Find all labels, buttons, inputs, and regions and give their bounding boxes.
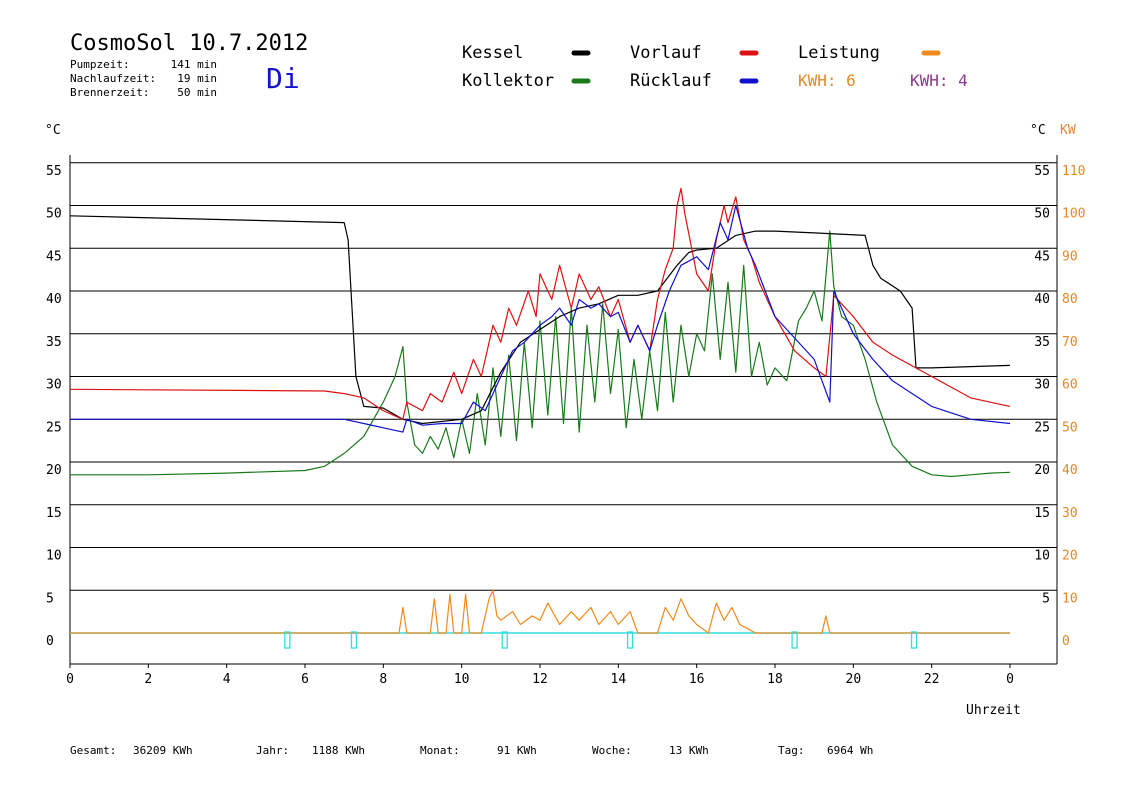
y-tick-label-right-temp: 5: [1042, 591, 1050, 606]
info-value: 50 min: [177, 86, 217, 99]
y-tick-label-right-temp: 15: [1034, 506, 1050, 521]
y-tick-label-left: 45: [46, 249, 62, 264]
legend-label-ruecklauf: Rücklauf: [630, 71, 712, 91]
series-line-kessel: [69, 215, 1011, 425]
legend: Kessel Vorlauf Leistung Kollektor Rückla…: [462, 43, 968, 91]
y-tick-label-right-temp: 20: [1034, 463, 1050, 478]
series-line-rcklauf: [70, 204, 1011, 433]
x-tick-label: 20: [846, 672, 862, 687]
y-tick-label-right-power: 90: [1062, 249, 1078, 264]
info-value: 19 min: [177, 72, 217, 85]
chart-title: CosmoSol 10.7.2012: [70, 31, 308, 56]
series-line-leistung: [70, 589, 1010, 634]
info-label: Brennerzeit:: [70, 86, 149, 99]
y-tick-label-right-power: 10: [1062, 591, 1078, 606]
y-tick-label-right-temp: 10: [1034, 549, 1050, 564]
right-axis-unit-power: KW: [1060, 123, 1076, 138]
footer-label: Jahr:: [256, 744, 289, 757]
y-tick-label-right-power: 30: [1062, 506, 1078, 521]
y-tick-label-right-power: 50: [1062, 420, 1078, 435]
info-value: 141 min: [171, 58, 217, 71]
y-tick-label-left: 30: [46, 378, 62, 393]
x-tick-label: 0: [66, 672, 74, 687]
x-tick-label: 22: [924, 672, 940, 687]
pump-markers: [284, 631, 918, 649]
pump-marker: [791, 631, 798, 649]
info-label: Pumpzeit:: [70, 58, 130, 71]
x-tick-label: 0: [1006, 672, 1014, 687]
footer-value: 1188 KWh: [312, 744, 365, 757]
x-tick-label: 16: [689, 672, 705, 687]
y-tick-label-right-temp: 55: [1034, 164, 1050, 179]
x-tick-label: 4: [223, 672, 231, 687]
legend-label-kollektor: Kollektor: [462, 71, 554, 91]
y-tick-label-right-power: 20: [1062, 549, 1078, 564]
pump-marker: [350, 631, 358, 649]
pump-marker: [501, 631, 508, 649]
y-tick-label-right-power: 100: [1062, 207, 1085, 222]
x-tick-label: 10: [454, 672, 470, 687]
y-tick-label-left: 40: [46, 292, 62, 307]
right-axis-unit-temp: °C: [1030, 123, 1046, 138]
y-tick-label-left: 35: [46, 335, 62, 350]
x-tick-label: 12: [532, 672, 548, 687]
footer-label: Monat:: [420, 744, 460, 757]
kwh-label-1: KWH: 6: [798, 71, 856, 90]
y-tick-label-right-temp: 45: [1034, 249, 1050, 264]
footer-value: 13 KWh: [669, 744, 709, 757]
y-tick-label-left: 25: [46, 420, 62, 435]
x-tick-label: 18: [767, 672, 783, 687]
legend-label-vorlauf: Vorlauf: [630, 43, 702, 63]
footer-label: Tag:: [778, 744, 805, 757]
legend-label-leistung: Leistung: [798, 43, 880, 63]
series-line-kollektor: [70, 230, 1011, 478]
y-tick-label-right-power: 80: [1062, 292, 1078, 307]
series-line-vorlauf: [69, 187, 1011, 420]
x-tick-label: 8: [379, 672, 387, 687]
y-tick-label-right-temp: 35: [1034, 335, 1050, 350]
footer-label: Gesamt:: [70, 744, 116, 757]
y-tick-label-right-temp: 25: [1034, 420, 1050, 435]
y-tick-label-right-power: 110: [1062, 164, 1085, 179]
axis-ticks: 0510152025303540455055510152025303540455…: [46, 164, 1085, 687]
weekday-label: Di: [266, 62, 300, 95]
y-tick-label-left: 10: [46, 549, 62, 564]
x-tick-label: 14: [611, 672, 627, 687]
footer-label: Woche:: [592, 744, 632, 757]
legend-label-kessel: Kessel: [462, 43, 523, 63]
x-tick-label: 6: [301, 672, 309, 687]
info-block: Pumpzeit: 141 min Nachlaufzeit: 19 min B…: [70, 58, 217, 99]
y-tick-label-left: 55: [46, 164, 62, 179]
y-tick-label-right-temp: 30: [1034, 378, 1050, 393]
y-tick-label-right-power: 60: [1062, 378, 1078, 393]
y-tick-label-right-power: 0: [1062, 634, 1070, 649]
footer-value: 36209 KWh: [133, 744, 193, 757]
info-label: Nachlaufzeit:: [70, 72, 156, 85]
footer-value: 6964 Wh: [827, 744, 873, 757]
y-tick-label-left: 15: [46, 506, 62, 521]
kwh-label-2: KWH: 4: [910, 71, 968, 90]
y-tick-label-right-temp: 40: [1034, 292, 1050, 307]
y-tick-label-left: 20: [46, 463, 62, 478]
y-tick-label-right-power: 70: [1062, 335, 1078, 350]
y-tick-label-right-power: 40: [1062, 463, 1078, 478]
y-tick-label-left: 50: [46, 207, 62, 222]
pump-marker: [284, 631, 291, 649]
y-tick-label-left: 0: [46, 634, 54, 649]
y-tick-label-left: 5: [46, 591, 54, 606]
x-tick-label: 2: [144, 672, 152, 687]
pump-marker: [910, 631, 918, 649]
left-axis-unit: °C: [45, 123, 61, 138]
series-lines: [69, 187, 1011, 634]
footer-value: 91 KWh: [497, 744, 537, 757]
pump-marker: [626, 631, 634, 649]
grid: [70, 162, 1057, 634]
footer-totals: Gesamt: 36209 KWh Jahr: 1188 KWh Monat: …: [70, 744, 873, 757]
x-axis-label: Uhrzeit: [966, 703, 1021, 718]
y-tick-label-right-temp: 50: [1034, 207, 1050, 222]
